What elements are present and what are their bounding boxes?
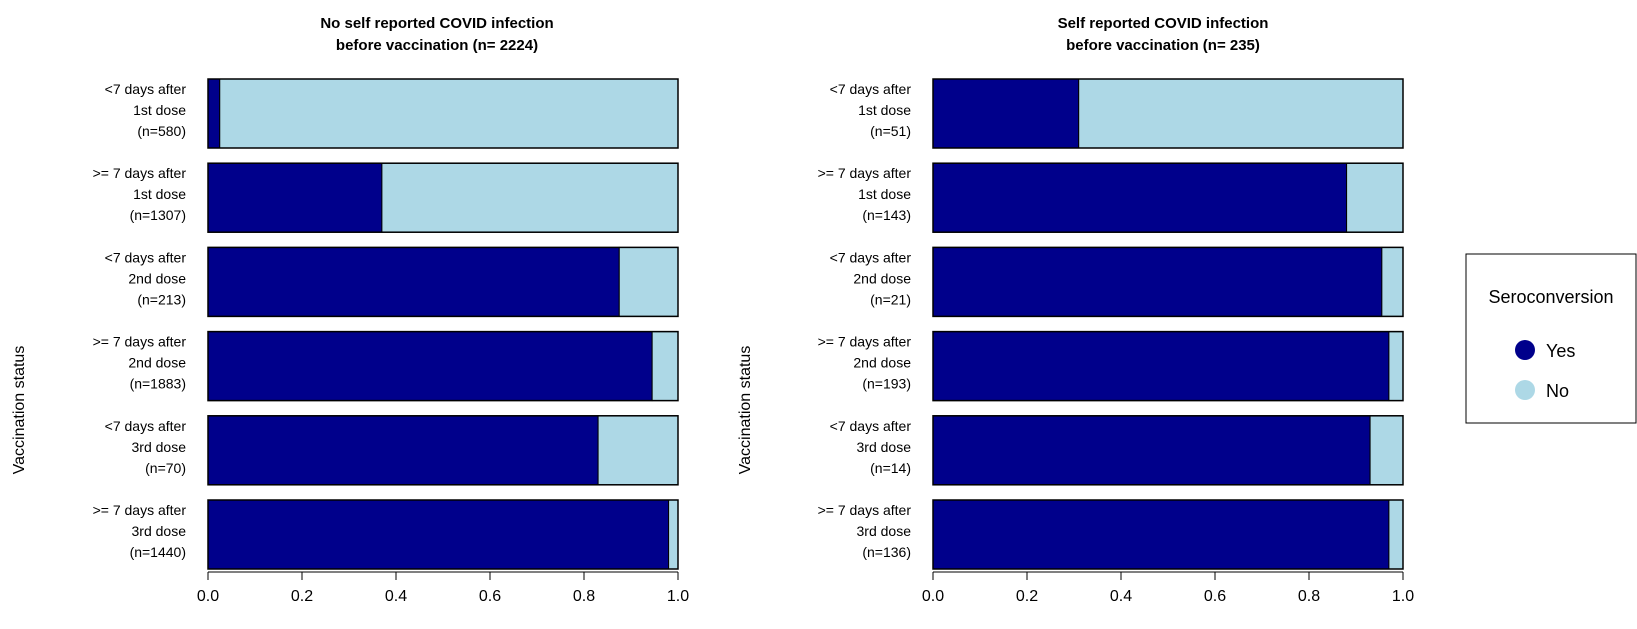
category-label: >= 7 days after 1st dose (n=1307) [93, 165, 187, 223]
bar-outline [207, 330, 679, 402]
legend-item-no: No [1515, 380, 1569, 401]
bar-row [932, 246, 1404, 318]
bar-row [207, 499, 679, 570]
bar-outline [932, 330, 1404, 402]
bar-segment-yes [207, 162, 383, 233]
x-tick-label: 0.8 [1298, 588, 1320, 605]
bar-segment-no [668, 499, 679, 570]
bar-segment-yes [932, 78, 1080, 149]
y-axis-label: Vaccination status [11, 346, 28, 475]
bar-segment-no [1381, 246, 1404, 317]
x-tick-label: 0.0 [197, 588, 219, 605]
bar-segment-yes [932, 415, 1371, 486]
legend-item-yes: Yes [1515, 340, 1575, 361]
category-label: >= 7 days after 2nd dose (n=193) [818, 334, 912, 392]
bar-segment-yes [932, 246, 1383, 317]
x-tick-label: 0.6 [479, 588, 501, 605]
legend-label: Yes [1546, 341, 1575, 361]
bar-outline [932, 499, 1404, 570]
bar-segment-yes [932, 162, 1348, 233]
bar-row [932, 162, 1404, 233]
x-tick-label: 0.2 [291, 588, 313, 605]
bar-segment-no [219, 78, 679, 149]
legend-label: No [1546, 381, 1569, 401]
x-tick-label: 0.4 [1110, 588, 1132, 605]
x-tick-label: 0.6 [1204, 588, 1226, 605]
bar-segment-yes [207, 499, 670, 570]
x-axis: 0.0 0.2 0.4 0.6 0.8 1.0 [922, 571, 1414, 605]
bar-row [207, 162, 679, 233]
legend-swatch [1515, 380, 1535, 400]
panel-2: Self reported COVID infection before vacc… [737, 15, 1414, 605]
bar-row [932, 415, 1404, 486]
bar-segment-no [1388, 331, 1404, 402]
bar-segment-yes [207, 78, 221, 149]
bar-segment-yes [932, 331, 1390, 402]
bar-outline [207, 415, 679, 486]
bar-outline [207, 162, 679, 233]
bar-row [207, 246, 679, 318]
bar-outline [207, 78, 679, 149]
category-label: <7 days after 3rd dose (n=14) [830, 418, 912, 476]
category-label: >= 7 days after 1st dose (n=143) [818, 165, 912, 223]
category-label: >= 7 days after 3rd dose (n=1440) [93, 502, 187, 560]
bar-segment-yes [207, 331, 653, 402]
x-tick-label: 0.2 [1016, 588, 1038, 605]
bar-segment-no [618, 246, 679, 317]
legend: Seroconversion Yes No [1465, 253, 1637, 424]
category-label: <7 days after 2nd dose (n=213) [105, 249, 187, 307]
category-label: >= 7 days after 2nd dose (n=1883) [93, 334, 187, 392]
category-label: <7 days after 1st dose (n=580) [105, 81, 187, 139]
bar-segment-no [1078, 78, 1404, 149]
bar-outline [932, 78, 1404, 149]
bar-outline [932, 162, 1404, 233]
category-label: <7 days after 2nd dose (n=21) [830, 249, 912, 307]
x-tick-label: 0.8 [573, 588, 595, 605]
bar-row [932, 330, 1404, 402]
x-axis: 0.0 0.2 0.4 0.6 0.8 1.0 [197, 571, 689, 605]
bar-row [207, 415, 679, 486]
chart-title: No self reported COVID infection before v… [320, 15, 553, 54]
bar-segment-no [597, 415, 679, 486]
bar-outline [932, 246, 1404, 318]
bar-segment-no [1388, 499, 1404, 570]
legend-title: Seroconversion [1488, 287, 1613, 307]
category-label: <7 days after 1st dose (n=51) [830, 81, 912, 139]
bar-segment-yes [207, 415, 599, 486]
bar-row [207, 330, 679, 402]
x-tick-label: 0.4 [385, 588, 407, 605]
x-tick-label: 1.0 [667, 588, 689, 605]
bar-outline [932, 415, 1404, 486]
y-axis-label: Vaccination status [737, 346, 754, 475]
bar-segment-no [1346, 162, 1404, 233]
bar-outline [207, 246, 679, 318]
bar-segment-yes [207, 246, 620, 317]
panel-1: No self reported COVID infection before v… [11, 15, 689, 605]
bar-row [932, 499, 1404, 570]
chart-panels: No self reported COVID infection before v… [11, 15, 1414, 605]
bar-segment-no [1369, 415, 1404, 486]
bar-segment-no [381, 162, 679, 233]
x-tick-label: 0.0 [922, 588, 944, 605]
bar-segment-no [651, 331, 679, 402]
category-label: <7 days after 3rd dose (n=70) [105, 418, 187, 476]
chart-title: Self reported COVID infection before vacc… [1058, 15, 1269, 54]
bar-outline [207, 499, 679, 570]
bar-segment-yes [932, 499, 1390, 570]
category-label: >= 7 days after 3rd dose (n=136) [818, 502, 912, 560]
legend-swatch [1515, 340, 1535, 360]
bar-row [207, 78, 679, 149]
x-tick-label: 1.0 [1392, 588, 1414, 605]
legend-box [1465, 253, 1637, 424]
bar-row [932, 78, 1404, 149]
